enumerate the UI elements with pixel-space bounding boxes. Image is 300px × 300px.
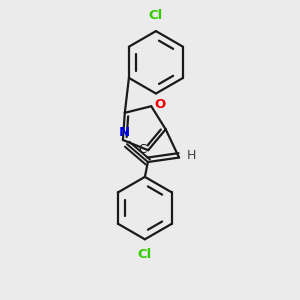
Text: Cl: Cl — [138, 248, 152, 261]
Text: Cl: Cl — [149, 9, 163, 22]
Text: O: O — [154, 98, 166, 111]
Text: C: C — [138, 143, 146, 156]
Text: N: N — [119, 126, 130, 139]
Text: H: H — [187, 149, 196, 162]
